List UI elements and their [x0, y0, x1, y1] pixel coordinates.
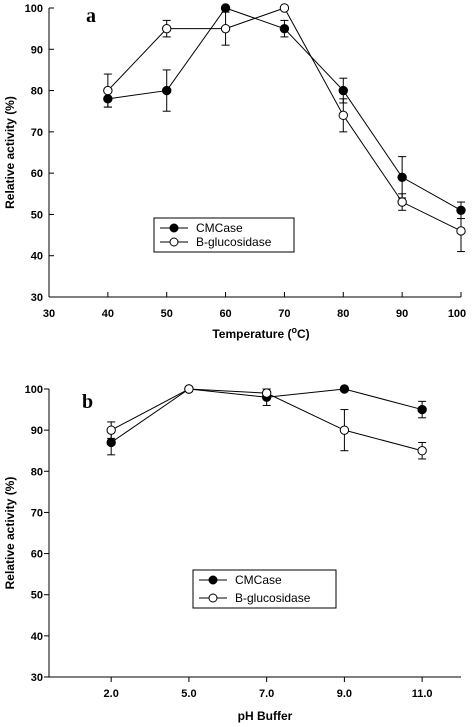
x-tick-label: 2.0 — [104, 688, 119, 700]
data-point-b-glucosidase — [338, 110, 348, 121]
x-tick-label: 7.0 — [259, 688, 274, 700]
y-tick-label: 70 — [31, 507, 43, 519]
x-tick-label: 60 — [219, 308, 231, 320]
x-tick-label: 40 — [102, 308, 114, 320]
legend-label-b-glucosidase: B-glucosidase — [235, 591, 311, 605]
data-point-b-glucosidase — [261, 388, 272, 398]
y-tick-label: 100 — [25, 384, 43, 396]
legend-label-cmcase: CMCase — [235, 573, 282, 587]
x-tick-label: 50 — [161, 308, 173, 320]
y-tick-label: 60 — [31, 168, 43, 180]
y-tick-label: 100 — [25, 3, 43, 15]
legend-marker-b-glucosidase — [208, 593, 218, 603]
data-point-cmcase — [397, 172, 407, 182]
y-tick-label: 90 — [31, 44, 43, 56]
data-point-b-glucosidase — [103, 85, 113, 96]
legend-label-b-glucosidase: B-glucosidase — [196, 235, 272, 249]
data-point-cmcase — [162, 85, 172, 96]
series-line-b-glucosidase — [107, 7, 462, 232]
data-point-cmcase — [220, 3, 231, 13]
panel-b-ph: 30 40 50 60 70 80 90 100 2.0 5.0 7.0 9.0 11.0 pH Buff… — [3, 384, 461, 723]
x-tick-label: 11.0 — [412, 688, 433, 700]
x-tick-label: 80 — [337, 308, 349, 320]
data-point-b-glucosidase — [106, 425, 116, 435]
y-tick-label: 30 — [31, 672, 43, 684]
y-tick-label: 70 — [31, 127, 43, 139]
data-point-cmcase — [279, 23, 290, 34]
x-tick-label: 100 — [448, 308, 466, 320]
y-tick-label: 30 — [31, 292, 43, 304]
data-point-b-glucosidase — [417, 446, 427, 456]
y-tick-label: 80 — [31, 466, 43, 478]
panel-a-temperature: 30 40 50 60 70 80 90 100 30 40 50 60 70 80 90 100 Temper… — [3, 3, 466, 341]
y-tick-label: 80 — [31, 86, 43, 98]
y-axis-title: Relative activity (%) — [3, 477, 17, 590]
data-point-b-glucosidase — [279, 3, 290, 13]
panel-letter: a — [86, 5, 96, 27]
y-tick-label: 50 — [31, 590, 43, 602]
panel-letter: b — [82, 391, 93, 413]
y-tick-label: 50 — [31, 209, 43, 221]
data-point-b-glucosidase — [397, 197, 407, 207]
legend-marker-b-glucosidase — [169, 237, 179, 247]
x-tick-label: 70 — [278, 308, 290, 320]
x-tick-label: 30 — [43, 308, 55, 320]
x-tick-label: 90 — [396, 308, 408, 320]
legend-box — [153, 217, 295, 253]
data-point-b-glucosidase — [339, 425, 350, 435]
y-tick-label: 40 — [31, 251, 43, 263]
x-tick-label: 9.0 — [337, 688, 352, 700]
x-axis-title: Temperature (oC) — [212, 325, 309, 341]
y-tick-label: 60 — [31, 549, 43, 561]
data-point-b-glucosidase — [220, 23, 231, 34]
series-line-cmcase — [107, 7, 462, 211]
y-axis-title: Relative activity (%) — [3, 96, 17, 209]
legend-box — [192, 569, 337, 609]
data-point-cmcase — [417, 404, 427, 415]
data-point-cmcase — [106, 437, 116, 448]
data-point-b-glucosidase — [456, 226, 466, 236]
data-point-b-glucosidase — [162, 23, 172, 34]
data-point-b-glucosidase — [184, 384, 194, 394]
legend-marker-cmcase — [208, 575, 218, 585]
x-tick-label: 5.0 — [181, 688, 196, 700]
legend-marker-cmcase — [169, 223, 179, 233]
legend-label-cmcase: CMCase — [196, 221, 243, 235]
x-axis-title: pH Buffer — [238, 709, 293, 723]
data-point-cmcase — [339, 384, 350, 394]
y-tick-label: 90 — [31, 425, 43, 437]
data-point-cmcase — [338, 85, 348, 96]
y-tick-label: 40 — [31, 631, 43, 643]
